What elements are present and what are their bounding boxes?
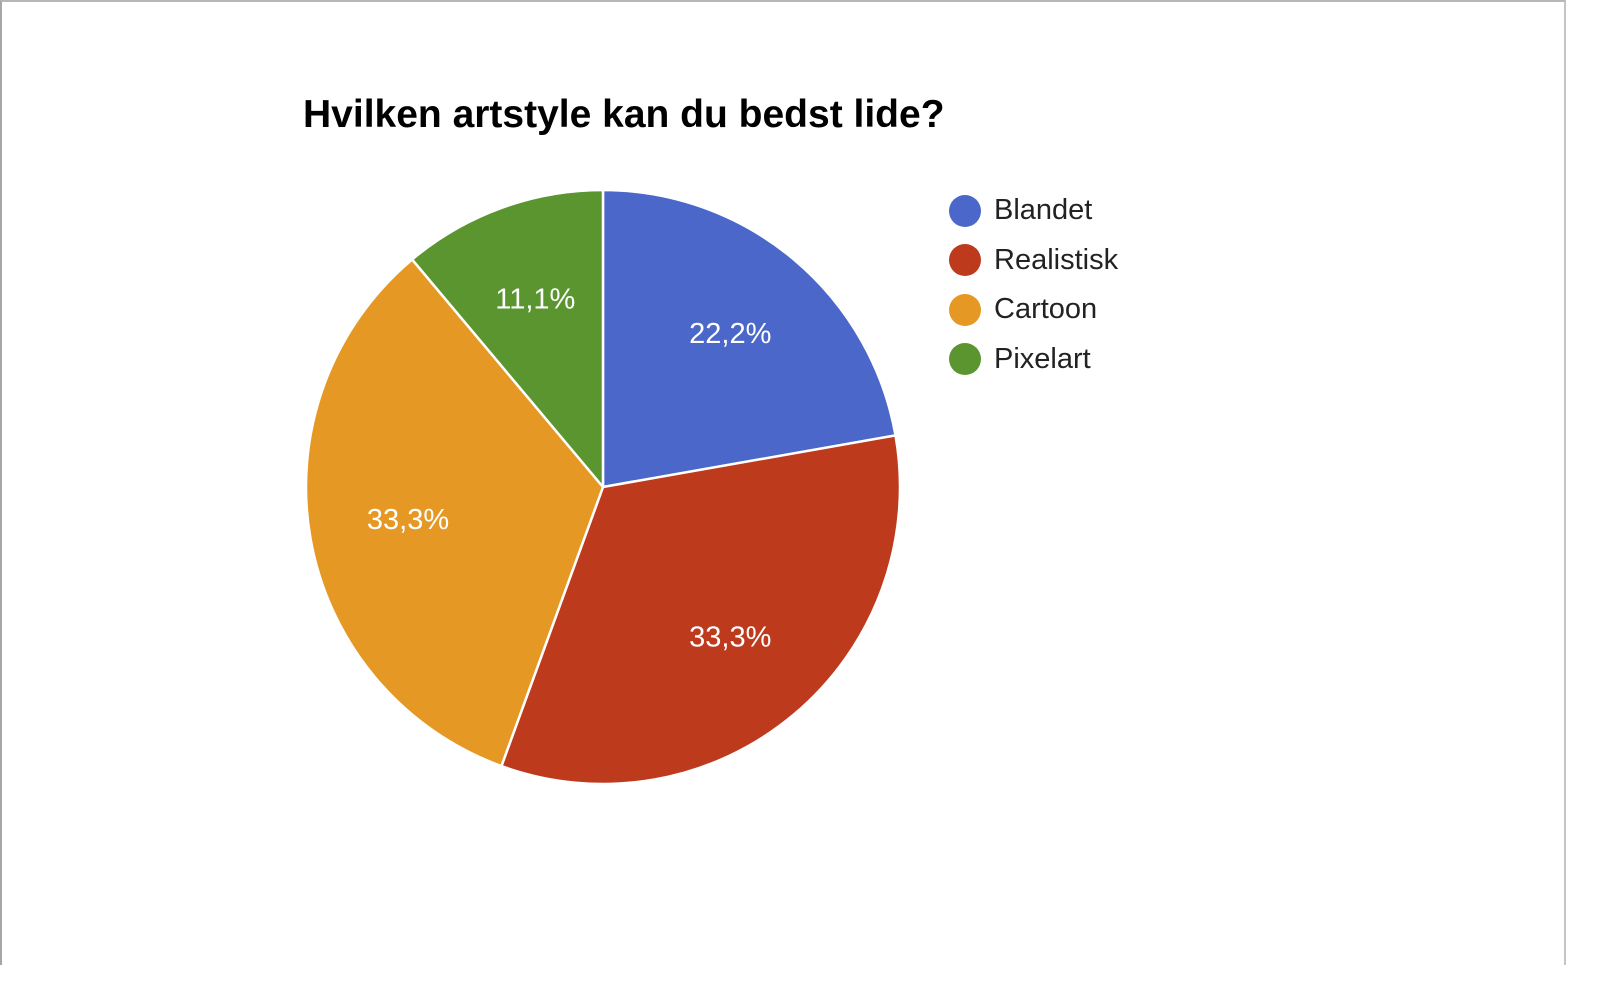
legend-item-pixelart: Pixelart bbox=[949, 335, 1118, 385]
legend-swatch bbox=[949, 293, 981, 326]
legend-item-realistisk: Realistisk bbox=[949, 236, 1118, 286]
pie-slice-labels: 22,2% 33,3% 33,3% 11,1% bbox=[367, 284, 772, 654]
legend-label: Pixelart bbox=[994, 342, 1091, 375]
legend-swatch bbox=[949, 194, 981, 227]
pie-slice-label-pixelart: 11,1% bbox=[495, 284, 575, 316]
pie-slice-label-cartoon: 33,3% bbox=[367, 504, 449, 536]
legend-item-cartoon: Cartoon bbox=[949, 285, 1118, 335]
pie-slice-realistisk bbox=[500, 434, 902, 786]
pie-slice-label-blandet: 22,2% bbox=[689, 318, 771, 350]
pie-slices bbox=[304, 188, 902, 786]
legend-label: Blandet bbox=[994, 194, 1093, 227]
legend-swatch bbox=[949, 244, 981, 277]
legend-label: Realistisk bbox=[994, 243, 1119, 276]
pie-slice-pixelart bbox=[410, 188, 605, 489]
chart-legend: Blandet Realistisk Cartoon Pixelart bbox=[949, 186, 1118, 384]
legend-item-blandet: Blandet bbox=[949, 186, 1118, 236]
chart-title: Hvilken artstyle kan du bedst lide? bbox=[303, 93, 945, 136]
legend-swatch bbox=[949, 343, 981, 376]
pie-slice-cartoon bbox=[304, 258, 605, 768]
pie-slice-blandet bbox=[601, 188, 897, 489]
pie-slice-label-realistisk: 33,3% bbox=[689, 621, 771, 653]
legend-label: Cartoon bbox=[994, 293, 1098, 326]
